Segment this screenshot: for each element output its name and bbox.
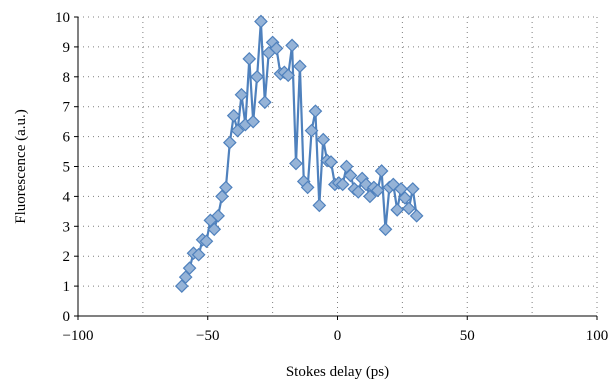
y-tick-label: 0 [63, 309, 71, 325]
axes [74, 16, 598, 320]
data-point [390, 203, 405, 217]
data-point [215, 189, 229, 204]
data-point [304, 123, 319, 138]
data-point [335, 177, 350, 192]
data-point [316, 132, 331, 147]
data-point [269, 41, 284, 56]
data-point [398, 191, 412, 205]
y-axis-label: Fluorescence (a.u.) [13, 109, 29, 224]
y-tick-label: 10 [55, 10, 70, 26]
data-point [211, 208, 225, 223]
data-point [343, 168, 358, 183]
x-tick-label: −100 [63, 328, 94, 344]
data-point [351, 185, 366, 199]
x-tick-label: −50 [196, 328, 219, 344]
data-point [370, 183, 385, 198]
data-point [281, 68, 296, 83]
data-point [174, 279, 189, 293]
data-point [285, 38, 299, 53]
data-point [222, 135, 237, 150]
data-point [339, 159, 354, 174]
data-point [230, 123, 245, 138]
data-point [254, 14, 268, 29]
x-axis-label: Stokes delay (ps) [286, 364, 389, 380]
data-point [312, 198, 327, 213]
y-tick-label: 3 [63, 219, 71, 235]
y-tick-label: 1 [63, 279, 71, 295]
data-point [374, 164, 389, 178]
data-point [257, 95, 272, 110]
data-point [191, 247, 206, 262]
y-tick-label: 6 [63, 130, 71, 146]
data-point [234, 87, 249, 102]
data-point [324, 155, 338, 169]
x-tick-label: 100 [586, 328, 609, 344]
data-point [219, 180, 233, 195]
data-point [293, 59, 307, 74]
data-point [378, 222, 393, 237]
data-series [174, 14, 424, 293]
data-point [182, 261, 197, 276]
y-tick-label: 8 [63, 70, 71, 86]
data-point [207, 222, 222, 237]
y-tick-label: 5 [63, 160, 71, 176]
tick-labels: 0 1 2 3 4 5 6 7 8 9 10 −100 −50 0 50 100 [55, 10, 608, 344]
data-point [405, 182, 420, 196]
data-point [363, 189, 377, 204]
data-point [246, 114, 261, 129]
y-tick-label: 9 [63, 40, 71, 56]
x-tick-label: 0 [334, 328, 342, 344]
x-tick-label: 50 [460, 328, 475, 344]
grid [78, 16, 598, 316]
data-point [300, 180, 315, 195]
data-point [199, 234, 214, 249]
data-point [394, 182, 408, 196]
data-point [402, 201, 416, 216]
y-tick-label: 2 [63, 249, 71, 265]
data-point [250, 69, 264, 84]
y-tick-label: 4 [63, 189, 71, 205]
data-point [242, 52, 257, 66]
y-tick-label: 7 [63, 100, 71, 116]
data-point [289, 156, 303, 171]
data-point [178, 270, 193, 284]
data-point [409, 208, 424, 223]
data-point [308, 104, 323, 119]
data-point [226, 108, 241, 123]
